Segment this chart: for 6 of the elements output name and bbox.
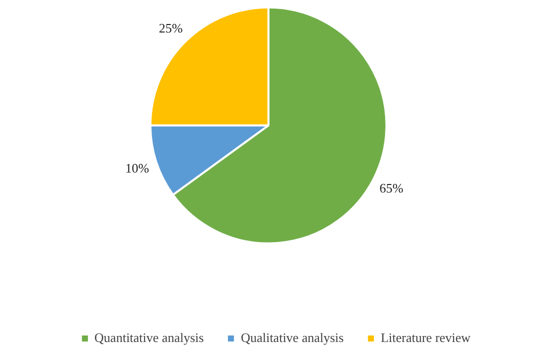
- data-label: 65%: [380, 180, 404, 196]
- legend-label: Literature review: [380, 330, 471, 346]
- legend-label: Qualitative analysis: [240, 330, 344, 346]
- legend-label: Quantitative analysis: [94, 330, 204, 346]
- data-label: 25%: [158, 20, 183, 36]
- data-label: 10%: [125, 160, 150, 176]
